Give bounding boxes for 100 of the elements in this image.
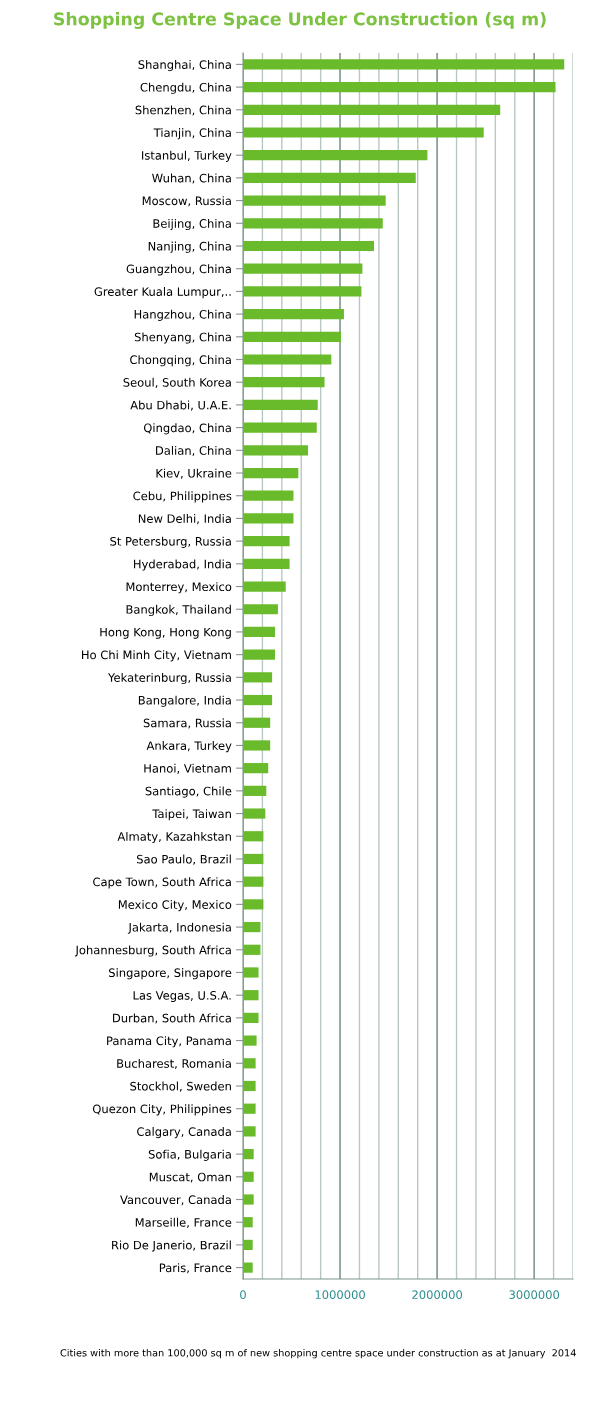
y-tick-label: Taipei, Taiwan (152, 809, 231, 821)
x-tick-label: 3000000 (509, 1290, 560, 1299)
bar (243, 626, 276, 638)
bar (243, 785, 267, 796)
y-tick-label: Jakarta, Indonesia (127, 922, 231, 934)
y-tick-label: Paris, France (159, 1263, 232, 1274)
bar (243, 876, 264, 887)
y-tick-label: Muscat, Oman (149, 1172, 231, 1183)
y-tick-label: Greater Kuala Lumpur,.. (94, 287, 231, 299)
y-tick-label: Bangkok, Thailand (126, 604, 231, 617)
y-tick-label: Durban, South Africa (113, 1013, 231, 1024)
bar (243, 377, 325, 388)
bar (243, 1171, 254, 1182)
bar (243, 1194, 254, 1205)
y-tick-label: Stockhol, Sweden (130, 1081, 231, 1092)
y-tick-label: Shenzhen, China (135, 105, 231, 116)
bar (243, 263, 363, 274)
y-tick-label: Marseille, France (135, 1217, 232, 1228)
y-tick-label: Qingdao, China (143, 423, 231, 435)
bar (243, 195, 386, 206)
y-tick-label: Johannesburg, South Africa (74, 945, 231, 957)
y-tick-label: Sao Paulo, Brazil (137, 854, 231, 865)
y-tick-label: Tianjin, China (153, 128, 231, 140)
y-tick-label: Calgary, Canada (137, 1127, 231, 1139)
bar (243, 808, 266, 819)
bar (243, 172, 416, 183)
bar (243, 309, 344, 320)
bar (243, 467, 299, 479)
bar (243, 944, 261, 955)
bar (243, 921, 261, 933)
bar (243, 740, 271, 751)
bar (243, 831, 264, 842)
bar (243, 672, 273, 683)
bar (243, 1012, 259, 1023)
bar (243, 763, 269, 774)
y-tick-label: Istanbul, Turkey (142, 150, 232, 162)
bar (243, 490, 294, 501)
y-tick-label: Ho Chi Minh City, Vietnam (82, 650, 231, 662)
y-tick-label: Las Vegas, U.S.A. (133, 991, 231, 1002)
bar (243, 990, 259, 1001)
bar (243, 240, 375, 252)
y-tick-label: Chongqing, China (130, 355, 231, 367)
bar (243, 513, 294, 524)
y-tick-label: Ankara, Turkey (146, 741, 232, 753)
bar (243, 399, 318, 411)
y-tick-label: Beijing, China (153, 218, 231, 231)
bar (243, 604, 278, 615)
bar (243, 1058, 256, 1069)
y-tick-label: Bucharest, Romania (117, 1058, 231, 1070)
y-tick-label: Santiago, Chile (145, 786, 232, 798)
y-tick-label: Cebu, Philippines (133, 491, 232, 503)
bar (243, 1239, 253, 1251)
y-tick-label: Yekaterinburg, Russia (107, 672, 231, 685)
y-tick-label: Hyderabad, India (133, 559, 231, 571)
bar (243, 127, 484, 138)
y-tick-label: Monterrey, Mexico (126, 582, 232, 594)
y-tick-label: Hangzhou, China (134, 309, 231, 321)
y-tick-label: New Delhi, India (138, 514, 231, 525)
y-tick-label: Sofia, Bulgaria (148, 1149, 231, 1161)
y-tick-label: Cape Town, South Africa (93, 877, 231, 889)
y-tick-label: Mexico City, Mexico (118, 899, 232, 912)
y-tick-label: Samara, Russia (143, 718, 231, 729)
bar (243, 286, 362, 297)
y-tick-label: Shenyang, China (134, 332, 231, 344)
y-tick-label: Almaty, Kazahkstan (117, 831, 231, 844)
bar (243, 717, 271, 728)
bar (243, 104, 501, 115)
y-tick-label: Wuhan, China (152, 173, 231, 184)
y-tick-label: Bangalore, India (138, 695, 231, 707)
y-tick-label: Singapore, Singapore (109, 968, 232, 980)
y-tick-label: St Petersburg, Russia (110, 536, 231, 548)
bar (243, 1148, 254, 1160)
bar (243, 694, 273, 706)
bar (243, 59, 565, 70)
y-tick-label: Rio De Janerio, Brazil (112, 1240, 231, 1252)
x-tick-label: 0 (240, 1290, 246, 1299)
text: Cities with more than 100,000 sq m of new shopping centre space under construction as at January 2014 (60, 1348, 576, 1359)
y-tick-label: Hong Kong, Hong Kong (100, 627, 231, 639)
bar (243, 218, 383, 229)
bar (243, 331, 342, 342)
bar (243, 853, 264, 865)
bar (243, 1103, 256, 1114)
y-tick-label: Kiev, Ukraine (156, 468, 232, 479)
y-tick-label: Vancouver, Canada (120, 1195, 231, 1206)
chart-title: Shopping Centre Space Under Construction (sq m) (54, 12, 546, 29)
y-tick-label: Nanjing, China (148, 241, 231, 253)
bar (243, 536, 290, 547)
y-tick-label: Panama City, Panama (107, 1036, 231, 1048)
bar (243, 899, 264, 910)
y-tick-label: Quezon City, Philippines (92, 1104, 232, 1116)
y-tick-label: Chengdu, China (140, 82, 231, 94)
bar (243, 1035, 257, 1046)
bar (243, 354, 332, 365)
y-tick-label: Abu Dhabi, U.A.E. (130, 400, 231, 411)
x-tick-label: 2000000 (412, 1290, 463, 1299)
bar (243, 150, 428, 161)
bar (243, 581, 286, 592)
bar (243, 422, 317, 433)
bar (243, 649, 276, 660)
bar (243, 1262, 253, 1273)
